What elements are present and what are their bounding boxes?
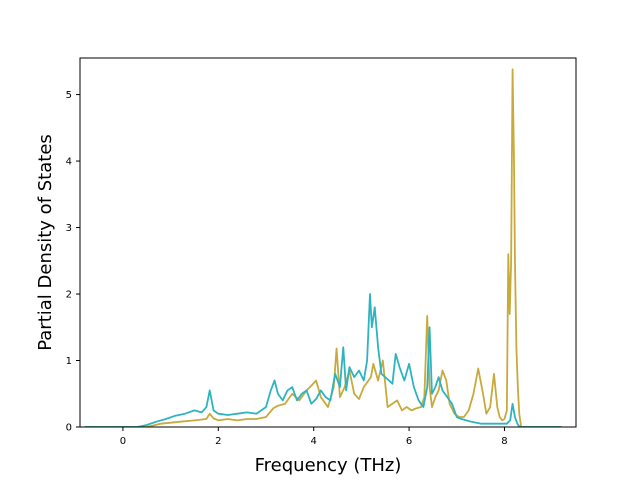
y-tick-label: 1 <box>66 356 72 367</box>
x-tick-label: 2 <box>215 436 221 447</box>
series-layer <box>84 68 562 427</box>
y-tick-label: 2 <box>66 290 72 301</box>
x-axis-ticks: 0 2 4 6 8 <box>120 427 508 447</box>
x-axis-label: Frequency (THz) <box>255 455 402 476</box>
plot-frame <box>79 57 577 428</box>
y-axis-label: Partial Density of States <box>35 134 56 351</box>
x-tick-label: 6 <box>406 436 412 447</box>
x-tick-label: 4 <box>311 436 317 447</box>
x-tick-label: 8 <box>501 436 507 447</box>
y-tick-label: 5 <box>66 90 72 101</box>
series-line-2 <box>84 293 562 427</box>
y-tick-label: 4 <box>66 157 72 168</box>
x-tick-label: 0 <box>120 436 126 447</box>
y-tick-label: 3 <box>66 223 72 234</box>
y-tick-label: 0 <box>66 423 72 434</box>
series-line-1 <box>84 68 562 427</box>
y-axis-ticks: 0 1 2 3 4 5 <box>66 90 80 434</box>
